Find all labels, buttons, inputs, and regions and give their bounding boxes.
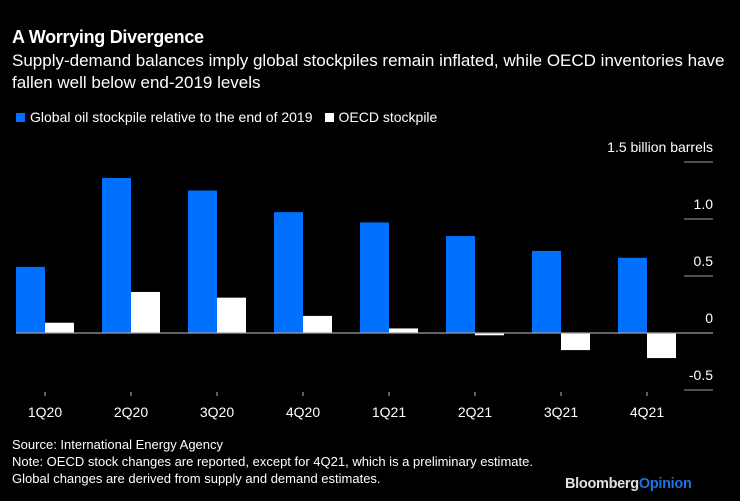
y-axis: 1.5 billion barrels 1.0 0.5 0 -0.5 [607,139,713,383]
bar-global-2Q21 [446,236,475,333]
legend-label-global: Global oil stockpile relative to the end… [30,109,313,125]
legend: Global oil stockpile relative to the end… [16,109,449,125]
bar-oecd-4Q20 [303,315,332,333]
bar-oecd-3Q20 [217,297,246,333]
bar-oecd-2Q21 [475,333,504,336]
bar-global-4Q20 [274,212,303,333]
x-tick-label: 2Q21 [458,404,492,420]
brand-bloomberg: Bloomberg [565,476,639,492]
x-tick-label: 3Q21 [544,404,578,420]
chart-title: A Worrying Divergence [12,27,204,47]
legend-item-oecd: OECD stockpile [324,109,438,125]
bar-oecd-4Q21 [647,333,676,359]
footer: Source: International Energy Agency Note… [12,436,572,487]
source-note: Source: International Energy Agency [12,437,224,452]
x-axis: 1Q20 2Q20 3Q20 4Q20 1Q21 2Q21 3Q21 4Q21 [28,392,664,420]
bar-global-3Q21 [532,250,561,333]
legend-swatch-global [16,112,25,122]
legend-label-oecd: OECD stockpile [338,109,438,125]
bars [16,177,676,359]
y-tick-label: -0.5 [689,367,713,383]
bar-global-1Q20 [16,266,45,333]
footnote: Note: OECD stock changes are reported, e… [12,454,533,486]
brand-opinion: Opinion [638,476,692,492]
y-tick-label: 1.5 billion barrels [607,139,713,155]
x-tick-label: 1Q21 [372,404,406,420]
x-tick-label: 1Q20 [28,404,62,420]
bloomberg-opinion-logo: BloombergOpinion [565,476,692,492]
bar-global-3Q20 [188,190,217,333]
y-tick-label: 1.0 [694,196,714,212]
x-tick-label: 2Q20 [114,404,148,420]
y-gridlines [684,161,713,391]
bar-oecd-3Q21 [561,333,590,351]
bar-oecd-1Q20 [45,322,74,333]
bar-oecd-1Q21 [389,328,418,333]
chart-subtitle: Supply-demand balances imply global stoc… [12,51,725,92]
legend-swatch-oecd [324,112,334,122]
legend-item-global: Global oil stockpile relative to the end… [16,109,313,125]
bar-global-2Q20 [102,177,131,333]
bar-oecd-2Q20 [131,291,160,333]
x-tick-label: 4Q20 [286,404,320,420]
bar-global-4Q21 [618,257,647,333]
y-tick-label: 0.5 [694,253,714,269]
x-tick-label: 4Q21 [630,404,664,420]
x-tick-label: 3Q20 [200,404,234,420]
y-tick-label: 0 [705,310,713,326]
bar-global-1Q21 [360,222,389,333]
